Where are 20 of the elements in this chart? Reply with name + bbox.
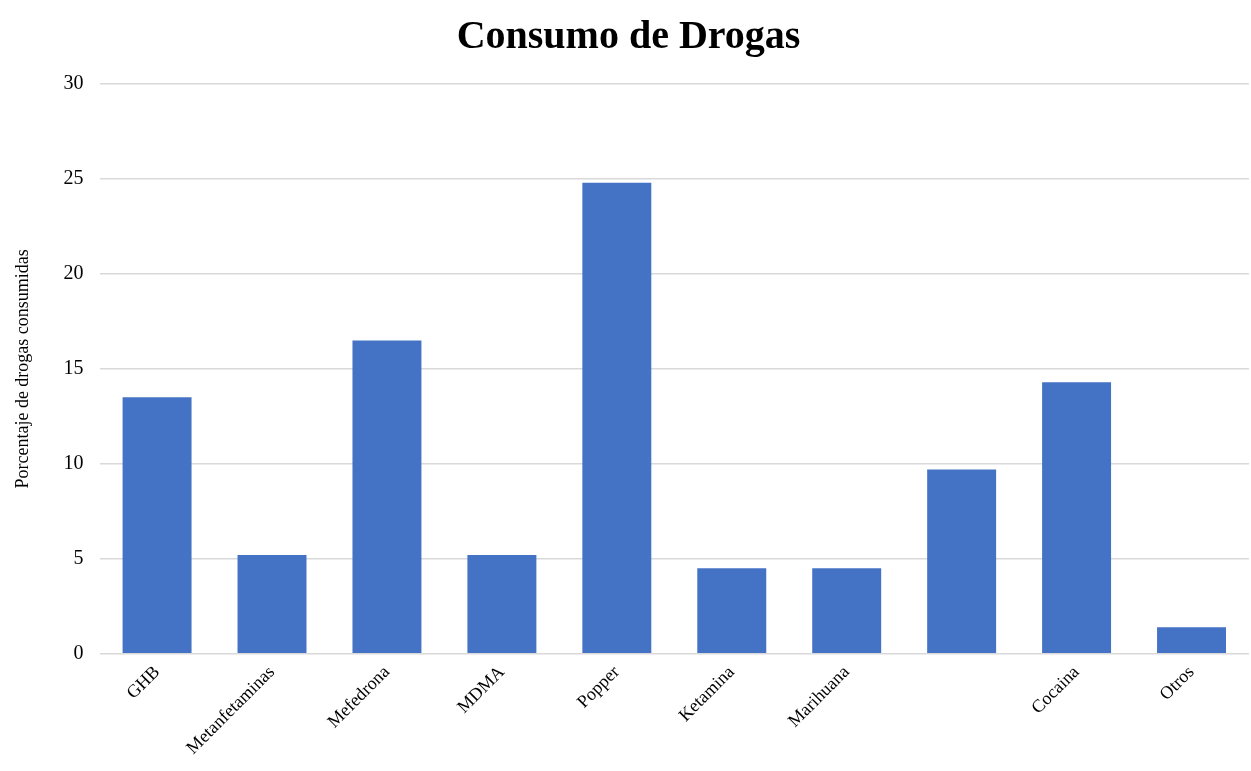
bar xyxy=(582,182,652,653)
y-axis-title: Porcentaje de drogas consumidas xyxy=(11,249,32,489)
x-tick-label: GHB xyxy=(122,661,164,703)
bar xyxy=(697,568,767,653)
bar xyxy=(237,554,307,653)
bar xyxy=(352,340,422,653)
bar xyxy=(1042,382,1112,653)
bar xyxy=(467,554,537,653)
y-tick-label: 15 xyxy=(63,356,84,379)
bar xyxy=(1157,627,1227,653)
bar xyxy=(122,397,192,653)
y-tick-label: 30 xyxy=(63,71,84,94)
bar xyxy=(812,568,882,653)
y-tick-label: 20 xyxy=(63,261,84,284)
y-tick-label: 0 xyxy=(73,640,84,663)
y-tick-label: 10 xyxy=(63,451,84,474)
bar xyxy=(927,469,997,653)
chart-title: Consumo de Drogas xyxy=(456,12,801,58)
y-tick-label: 25 xyxy=(63,166,84,189)
y-tick-label: 5 xyxy=(73,546,84,569)
